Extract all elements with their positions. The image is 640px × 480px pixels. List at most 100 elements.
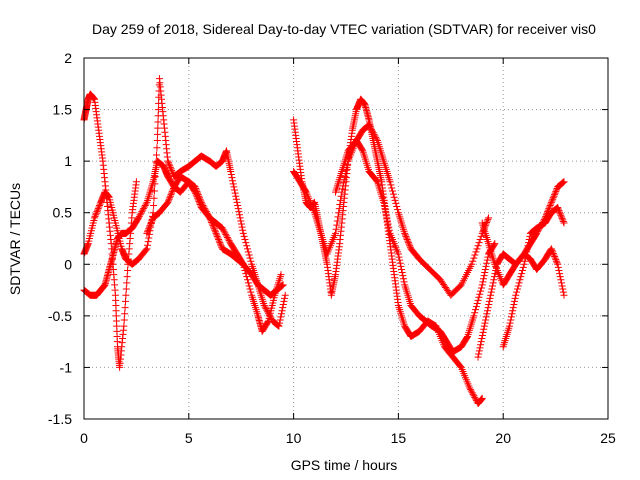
data-point — [511, 297, 519, 305]
data-point — [523, 245, 531, 253]
data-point — [383, 214, 391, 222]
data-point — [223, 233, 231, 241]
data-point — [222, 230, 230, 238]
data-point — [231, 189, 239, 197]
data-point — [559, 285, 567, 293]
data-point — [90, 214, 98, 222]
data-point — [151, 180, 159, 188]
x-tick-label: 5 — [185, 430, 193, 446]
data-point — [165, 160, 173, 168]
data-point — [139, 206, 147, 214]
data-point — [145, 225, 153, 233]
data-point — [393, 203, 401, 211]
data-point — [150, 194, 158, 202]
data-point — [547, 200, 555, 208]
data-point — [335, 209, 343, 217]
data-point — [277, 313, 285, 321]
data-point — [513, 285, 521, 293]
x-tick-label: 20 — [495, 430, 511, 446]
data-point — [153, 137, 161, 145]
data-point — [560, 178, 568, 186]
axis-ticks: 0 5 10 15 20 25 -1.5 -1 -0.5 0 0.5 1 1.5 2 — [48, 50, 616, 446]
data-point — [555, 266, 563, 274]
data-point — [144, 241, 152, 249]
data-point — [507, 313, 515, 321]
data-point — [153, 151, 161, 159]
data-point — [384, 217, 392, 225]
data-point — [145, 223, 153, 231]
data-point — [144, 228, 152, 236]
data-point — [246, 285, 254, 293]
data-point — [261, 303, 269, 311]
data-point — [549, 194, 557, 202]
data-point — [124, 266, 132, 274]
data-point — [342, 166, 350, 174]
data-point — [143, 229, 151, 237]
data-point — [474, 242, 482, 250]
data-point — [148, 217, 156, 225]
data-point — [94, 206, 102, 214]
data-point — [404, 237, 412, 245]
data-point — [337, 192, 345, 200]
data-point — [489, 279, 497, 287]
data-point — [397, 262, 405, 270]
data-point — [150, 201, 158, 209]
data-point — [136, 211, 144, 219]
data-point — [480, 272, 488, 280]
data-point — [241, 266, 249, 274]
data-point — [478, 335, 486, 343]
data-point — [332, 229, 340, 237]
data-point — [368, 126, 376, 134]
series-track-i — [474, 178, 568, 361]
y-tick-label: 1.5 — [53, 102, 73, 118]
data-point — [483, 259, 491, 267]
data-point — [478, 331, 486, 339]
data-point — [388, 184, 396, 192]
data-point — [278, 281, 286, 289]
data-point — [92, 211, 100, 219]
data-point — [141, 201, 149, 209]
data-point — [246, 254, 254, 262]
data-point — [123, 273, 131, 281]
data-point — [232, 192, 240, 200]
data-point — [373, 135, 381, 143]
data-point — [517, 273, 525, 281]
data-point — [472, 306, 480, 314]
data-point — [547, 198, 555, 206]
data-point — [478, 394, 486, 402]
data-point — [551, 191, 559, 199]
data-point — [508, 310, 516, 318]
data-point — [481, 269, 489, 277]
data-point — [394, 250, 402, 258]
data-point — [559, 288, 567, 296]
data-point — [234, 205, 242, 213]
data-point — [168, 189, 176, 197]
data-point — [552, 186, 560, 194]
data-point — [391, 196, 399, 204]
data-point — [389, 187, 397, 195]
data-point — [278, 282, 286, 290]
data-point — [477, 287, 485, 295]
data-point — [401, 229, 409, 237]
data-point — [92, 209, 100, 217]
data-point — [302, 187, 310, 195]
x-tick-label: 10 — [286, 430, 302, 446]
data-point — [403, 236, 411, 244]
data-point — [505, 322, 513, 330]
data-point — [132, 178, 140, 186]
data-point — [210, 225, 218, 233]
data-point — [244, 248, 252, 256]
data-point — [223, 232, 231, 240]
data-point — [232, 195, 240, 203]
data-point — [548, 246, 556, 254]
data-point — [142, 200, 150, 208]
data-point — [120, 316, 128, 324]
data-point — [384, 220, 392, 228]
data-point — [546, 201, 554, 209]
data-point — [96, 201, 104, 209]
data-point — [557, 211, 565, 219]
data-point — [557, 276, 565, 284]
data-point — [484, 304, 492, 312]
data-point — [470, 312, 478, 320]
data-point — [554, 260, 562, 268]
